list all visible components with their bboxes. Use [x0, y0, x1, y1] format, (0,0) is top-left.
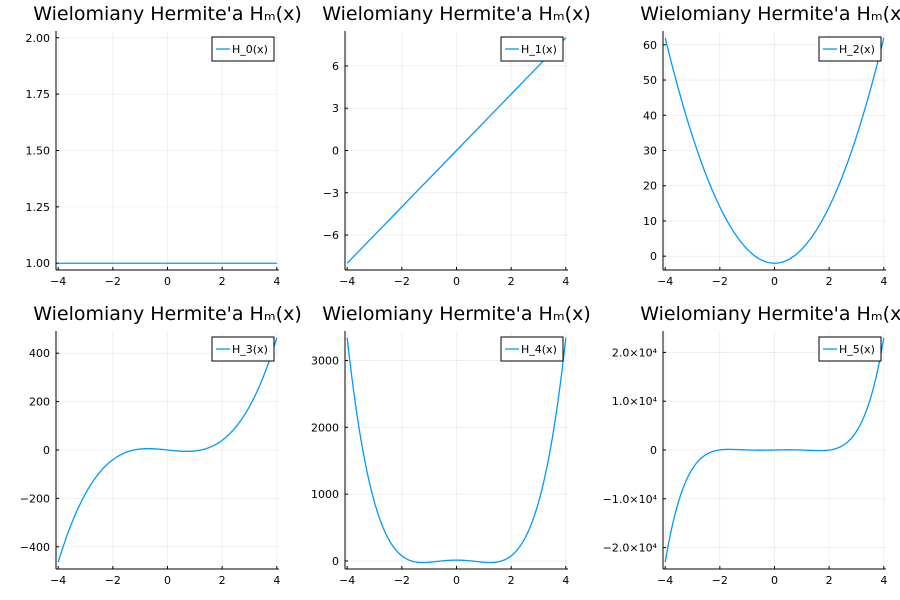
subplot-title: Wielomiany Hermite'a Hₘ(x) [640, 303, 900, 325]
y-tick-label: −1.0×10⁴ [603, 493, 658, 506]
subplot-title: Wielomiany Hermite'a Hₘ(x) [322, 303, 590, 325]
y-tick-label: −6 [323, 229, 339, 242]
legend: H_4(x) [500, 336, 564, 362]
legend: H_0(x) [211, 36, 275, 62]
y-tick-label: 3 [332, 102, 339, 115]
x-tick-label: −4 [50, 275, 66, 288]
legend: H_2(x) [818, 36, 882, 62]
y-tick-label: 40 [643, 109, 657, 122]
y-tick-label: −3 [323, 187, 339, 200]
legend-label: H_3(x) [232, 343, 268, 356]
x-tick-label: 0 [771, 574, 778, 587]
series-line-H_1(x) [346, 37, 567, 264]
subplot-title: Wielomiany Hermite'a Hₘ(x) [33, 303, 301, 325]
subplot-3: −4 −2 0 2 4 −400 −200 0 200 400 Wielomiany Hermite… [20, 303, 302, 587]
series-line-H_2(x) [664, 37, 885, 264]
legend-label: H_5(x) [839, 343, 875, 356]
subplot-5: −4 −2 0 2 4 −2.0×10⁴ −1.0×10⁴ 0 1.0×10⁴ 2.0×10⁴ Wi… [603, 303, 900, 587]
y-tick-label: 400 [29, 347, 50, 360]
x-tick-label: 0 [453, 574, 460, 587]
y-tick-label: 1.75 [26, 88, 51, 101]
x-tick-label: 4 [273, 275, 280, 288]
x-tick-label: 2 [826, 574, 833, 587]
y-tick-label: 10 [643, 215, 657, 228]
x-tick-label: 2 [219, 574, 226, 587]
y-tick-label: 0 [332, 145, 339, 158]
x-tick-label: 4 [880, 574, 887, 587]
x-tick-label: 2 [219, 275, 226, 288]
legend: H_3(x) [211, 336, 275, 362]
subplot-title: Wielomiany Hermite'a Hₘ(x) [640, 3, 900, 25]
y-tick-label: 20 [643, 180, 657, 193]
legend-label: H_0(x) [232, 43, 268, 56]
y-tick-label: 200 [29, 396, 50, 409]
x-tick-label: −2 [712, 574, 728, 587]
y-tick-label: 2.00 [26, 32, 51, 45]
y-tick-label: 1.50 [26, 145, 51, 158]
x-tick-label: 4 [562, 275, 569, 288]
x-tick-label: 0 [771, 275, 778, 288]
x-tick-label: −4 [50, 574, 66, 587]
x-tick-label: 0 [164, 574, 171, 587]
y-tick-label: 30 [643, 145, 657, 158]
y-tick-label: 0 [43, 444, 50, 457]
x-tick-label: −2 [712, 275, 728, 288]
y-tick-label: 0 [332, 555, 339, 568]
legend: H_5(x) [818, 336, 882, 362]
legend-label: H_2(x) [839, 43, 875, 56]
legend-label: H_4(x) [521, 343, 557, 356]
x-tick-label: −4 [339, 574, 355, 587]
x-tick-label: −4 [657, 574, 673, 587]
x-tick-label: −2 [394, 574, 410, 587]
series-line-H_5(x) [664, 337, 885, 563]
x-tick-label: −2 [394, 275, 410, 288]
x-tick-label: 2 [508, 574, 515, 587]
y-tick-label: −200 [20, 492, 50, 505]
y-tick-label: 6 [332, 60, 339, 73]
x-tick-label: −4 [657, 275, 673, 288]
y-tick-label: 1.25 [26, 201, 51, 214]
y-tick-label: 1000 [311, 488, 339, 501]
x-tick-label: 4 [880, 275, 887, 288]
legend: H_1(x) [500, 36, 564, 62]
legend-label: H_1(x) [521, 43, 557, 56]
subplot-4: −4 −2 0 2 4 0 1000 2000 3000 Wielomiany Hermite'a… [311, 303, 591, 587]
series-line-H_3(x) [57, 337, 278, 563]
x-tick-label: 0 [453, 275, 460, 288]
y-tick-label: 0 [650, 250, 657, 263]
series-line-H_4(x) [346, 337, 567, 564]
subplot-title: Wielomiany Hermite'a Hₘ(x) [33, 3, 301, 25]
y-tick-label: 60 [643, 39, 657, 52]
y-tick-label: 1.0×10⁴ [612, 395, 658, 408]
subplot-0: −4 −2 0 2 4 1.00 1.25 1.50 1.75 2.00 Wielomiany He… [26, 3, 302, 288]
x-tick-label: 2 [508, 275, 515, 288]
x-tick-label: 4 [562, 574, 569, 587]
y-tick-label: 1.00 [26, 257, 51, 270]
legend-box [500, 336, 564, 362]
y-tick-label: 3000 [311, 354, 339, 367]
y-tick-label: 50 [643, 74, 657, 87]
y-tick-label: 2000 [311, 421, 339, 434]
y-tick-label: 2.0×10⁴ [612, 346, 658, 359]
subplot-1: −4 −2 0 2 4 −6 −3 0 3 6 Wielomiany Hermite'a Hₘ(x)… [322, 3, 590, 288]
subplot-title: Wielomiany Hermite'a Hₘ(x) [322, 3, 590, 25]
x-tick-label: 0 [164, 275, 171, 288]
x-tick-label: −2 [105, 275, 121, 288]
x-tick-label: 4 [273, 574, 280, 587]
y-tick-label: −400 [20, 541, 50, 554]
x-tick-label: 2 [826, 275, 833, 288]
x-tick-label: −4 [339, 275, 355, 288]
y-tick-label: −2.0×10⁴ [603, 542, 658, 555]
x-tick-label: −2 [105, 574, 121, 587]
y-tick-label: 0 [650, 444, 657, 457]
